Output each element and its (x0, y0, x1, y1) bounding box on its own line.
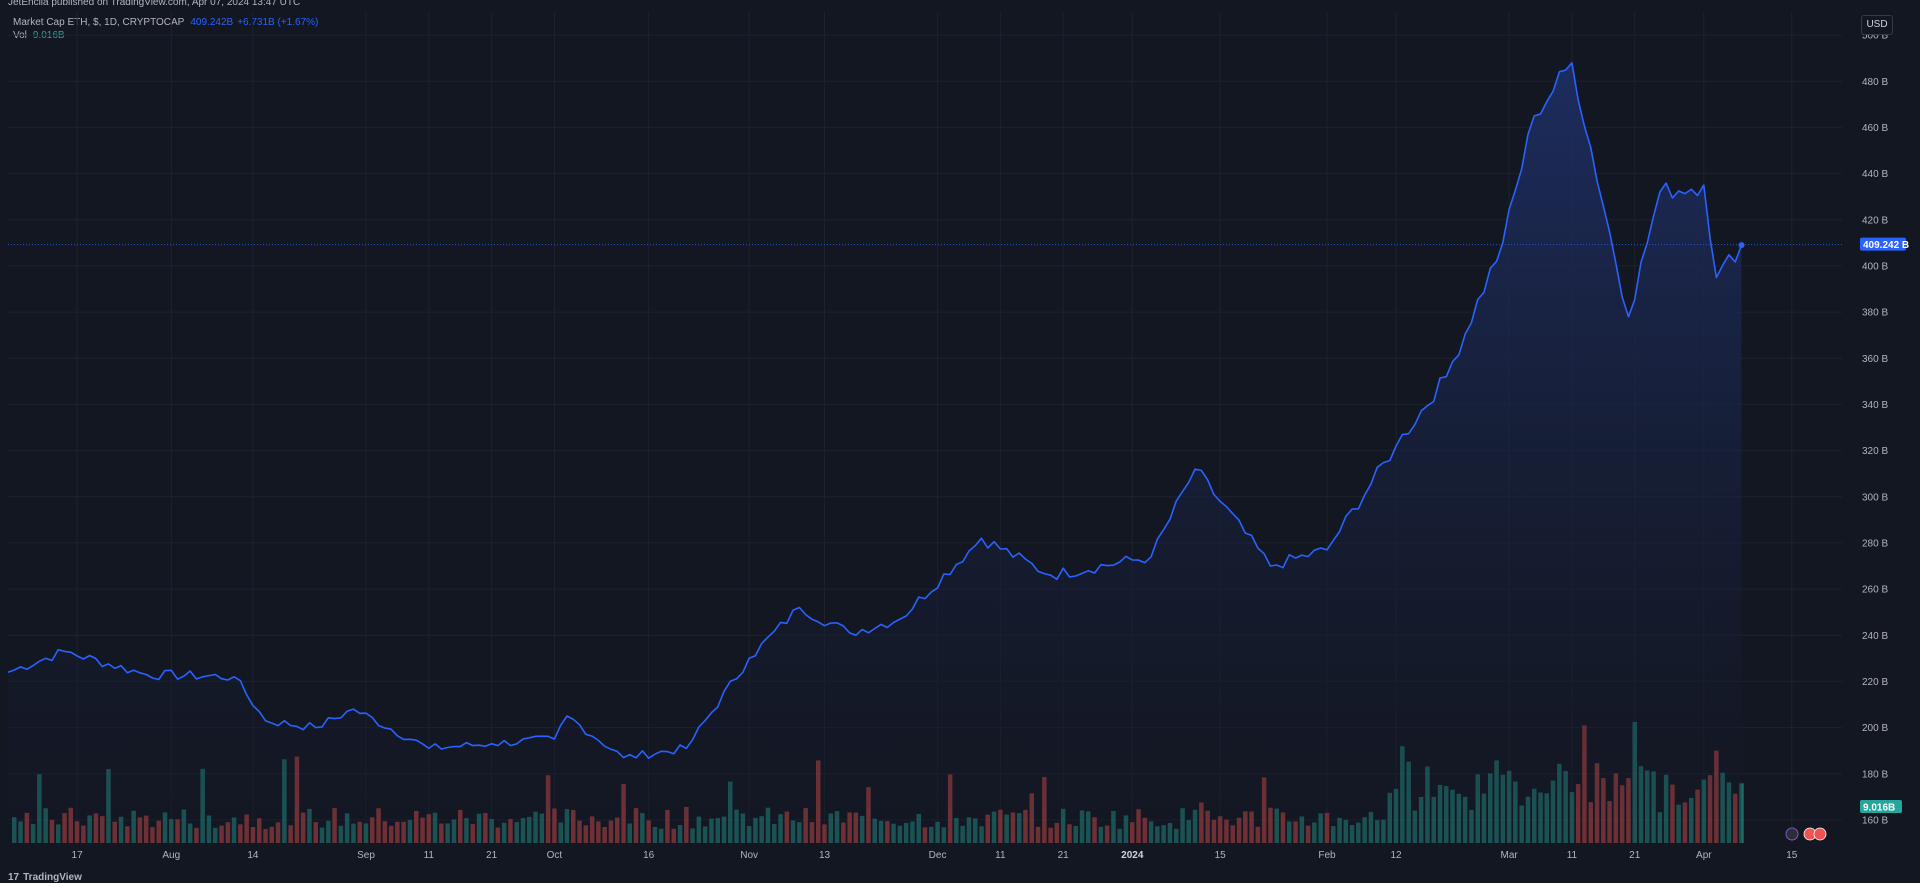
y-tick-label: 320 B (1862, 446, 1888, 457)
tradingview-logo-text: TradingView (23, 872, 82, 883)
y-tick-label: 340 B (1862, 400, 1888, 411)
x-tick-label: Apr (1696, 850, 1712, 861)
legend-change: +6.731B (+1.67%) (237, 17, 319, 28)
y-tick-label: 420 B (1862, 215, 1888, 226)
x-tick-label: 12 (1390, 850, 1402, 861)
flash-icon[interactable] (1785, 827, 1799, 841)
legend-main-row: Market Cap ETH, $, 1D, CRYPTOCAP 409.242B… (13, 16, 318, 29)
legend-symbol[interactable]: Market Cap ETH, $, 1D, CRYPTOCAP (13, 17, 185, 28)
last-price-dot (1738, 242, 1745, 249)
y-tick-label: 220 B (1862, 677, 1888, 688)
y-tick-label: 460 B (1862, 123, 1888, 134)
last-price-label-bg (1860, 237, 1906, 251)
price-area-fill (8, 62, 1742, 844)
x-tick-label: 13 (819, 850, 831, 861)
currency-button[interactable]: USD (1861, 15, 1893, 35)
y-tick-label: 160 B (1862, 815, 1888, 826)
x-tick-label: 11 (995, 850, 1006, 861)
x-tick-label: Sep (357, 850, 375, 861)
y-tick-label: 200 B (1862, 723, 1888, 734)
publish-caption: JetEncila published on TradingView.com, … (8, 0, 301, 8)
x-tick-label: 11 (424, 850, 435, 861)
x-tick-label: Feb (1318, 850, 1336, 861)
volume-value-label-bg (1860, 800, 1902, 813)
tradingview-logo[interactable]: 17 TradingView (8, 872, 82, 883)
y-tick-label: 440 B (1862, 169, 1888, 180)
x-tick-label: 17 (72, 850, 84, 861)
volume-value-label-text: 9.016B (1863, 803, 1895, 814)
x-tick-label: 21 (1058, 850, 1070, 861)
x-tick-label: 21 (1629, 850, 1641, 861)
x-tick-label: 14 (247, 850, 259, 861)
x-tick-label: 16 (643, 850, 655, 861)
y-tick-label: 380 B (1862, 308, 1888, 319)
y-tick-label: 360 B (1862, 354, 1888, 365)
time-axis[interactable]: 17 Aug 14 Sep 11 21 Oct 16 Nov 13 Dec 11 21 2024 15 Feb… (72, 850, 1798, 861)
x-tick-label: 11 (1567, 850, 1578, 861)
price-axis[interactable]: 160 B 180 B 200 B 220 B 240 B 260 B 280 B 300 B… (1862, 31, 1888, 827)
event-markers[interactable] (1785, 827, 1827, 841)
last-price-label-text: 409.242 B (1863, 240, 1909, 251)
y-tick-label: 300 B (1862, 492, 1888, 503)
x-tick-label: Nov (740, 850, 758, 861)
price-line (7, 62, 1743, 759)
x-tick-label: Oct (547, 850, 563, 861)
volume-value-label: 9.016B (1860, 800, 1902, 814)
x-tick-label: Aug (162, 850, 180, 861)
x-tick-label: Dec (929, 850, 947, 861)
y-tick-label: 240 B (1862, 631, 1888, 642)
us-flag-icon-2[interactable] (1813, 827, 1827, 841)
y-tick-label: 260 B (1862, 585, 1888, 596)
x-tick-label: 15 (1786, 850, 1798, 861)
y-tick-label: 500 B (1862, 31, 1888, 42)
x-tick-label: Mar (1500, 850, 1518, 861)
tradingview-logo-icon: 17 (8, 872, 20, 883)
x-tick-label: 21 (486, 850, 498, 861)
x-tick-label: 2024 (1121, 850, 1144, 861)
x-tick-label: 15 (1215, 850, 1227, 861)
y-tick-label: 400 B (1862, 261, 1888, 272)
legend-last-value: 409.242B (190, 17, 234, 28)
last-price-label: 409.242 B (1860, 237, 1909, 251)
y-tick-label: 180 B (1862, 769, 1888, 780)
y-tick-label: 480 B (1862, 77, 1888, 88)
y-tick-label: 280 B (1862, 538, 1888, 549)
